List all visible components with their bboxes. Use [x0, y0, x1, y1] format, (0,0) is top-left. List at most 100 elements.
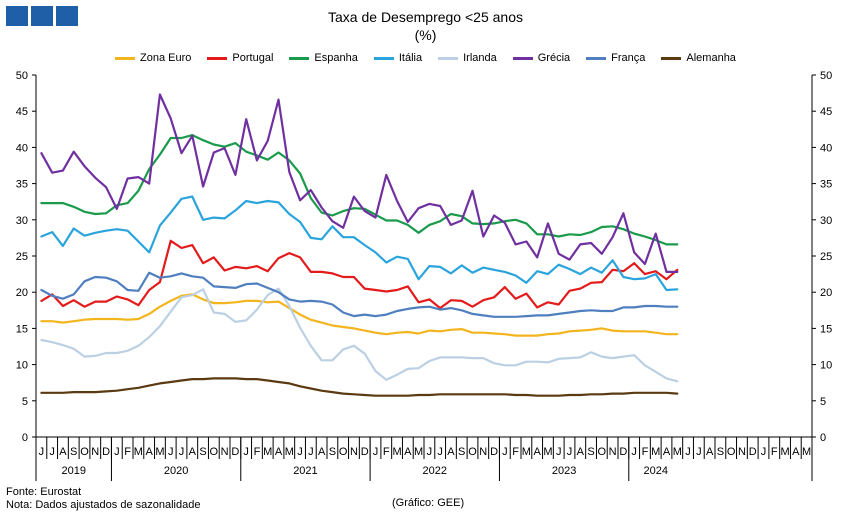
month-label: M [802, 446, 811, 458]
month-label: O [468, 446, 477, 458]
month-label: J [39, 446, 45, 458]
month-label: S [199, 446, 206, 458]
month-label: J [168, 446, 174, 458]
month-label: J [427, 446, 433, 458]
month-label: M [673, 446, 682, 458]
legend-item: Grécia [512, 52, 571, 64]
series-line-it-lia [40, 195, 679, 292]
month-label: S [329, 446, 336, 458]
series-line-fran-a [40, 271, 679, 318]
chart-subtitle: (%) [414, 27, 437, 43]
y-tick-label-right: 40 [820, 142, 832, 154]
legend-item: Espanha [289, 52, 358, 64]
month-label: J [49, 446, 55, 458]
y-tick-label-left: 10 [16, 360, 28, 372]
chart-credit: (Gráfico: GEE) [392, 497, 465, 509]
legend-label: Portugal [232, 52, 274, 64]
month-label: A [318, 446, 326, 458]
gee-logo [6, 6, 78, 26]
chart-title: Taxa de Desemprego <25 anos [328, 9, 523, 25]
month-label: A [59, 446, 67, 458]
series-line-gr-cia [40, 93, 679, 273]
month-label: F [642, 446, 649, 458]
month-label: M [522, 446, 531, 458]
y-tick-label-left: 50 [16, 70, 28, 82]
chart-title-block: Taxa de Desemprego <25 anos (%) [0, 8, 851, 44]
month-label: N [738, 446, 746, 458]
legend-swatch [289, 56, 310, 60]
source-note: Fonte: Eurostat [6, 486, 82, 498]
y-tick-label-left: 20 [16, 287, 28, 299]
series-line-portugal [40, 239, 679, 310]
month-label: D [361, 446, 369, 458]
year-label: 2023 [552, 465, 576, 477]
month-label: J [502, 446, 508, 458]
year-label: 2021 [293, 465, 317, 477]
month-label: F [771, 446, 778, 458]
legend-item: Portugal [207, 52, 273, 64]
month-label: S [458, 446, 465, 458]
month-label: A [447, 446, 455, 458]
month-label: M [392, 446, 401, 458]
month-label: D [102, 446, 110, 458]
y-tick-label-left: 0 [22, 432, 28, 444]
y-tick-label-right: 25 [820, 251, 832, 263]
month-label: N [609, 446, 617, 458]
legend-label: Espanha [314, 52, 358, 64]
y-tick-label-right: 10 [820, 360, 832, 372]
y-tick-label-right: 30 [820, 215, 832, 227]
month-label: A [706, 446, 714, 458]
month-label: J [685, 446, 691, 458]
month-label: F [383, 446, 390, 458]
legend: Zona Euro Portugal Espanha Itália Irlanda Gré… [0, 52, 851, 64]
month-label: O [598, 446, 607, 458]
month-label: O [339, 446, 348, 458]
legend-swatch [115, 56, 136, 60]
month-label: J [243, 446, 249, 458]
legend-swatch [661, 56, 682, 60]
legend-swatch [438, 56, 459, 60]
logo-block [31, 6, 53, 26]
month-label: D [231, 446, 239, 458]
y-tick-label-right: 5 [820, 396, 826, 408]
month-label: A [792, 446, 800, 458]
month-label: N [91, 446, 99, 458]
year-label: 2024 [643, 465, 667, 477]
month-label: O [210, 446, 219, 458]
series-line-espanha [40, 134, 679, 246]
legend-label: Itália [398, 52, 423, 64]
y-tick-label-right: 45 [820, 106, 832, 118]
series-line-irlanda [40, 287, 679, 383]
legend-item: França [586, 52, 645, 64]
month-label: A [145, 446, 153, 458]
y-tick-label-right: 0 [820, 432, 826, 444]
legend-swatch [207, 56, 228, 60]
month-label: S [70, 446, 77, 458]
year-label: 2020 [164, 465, 188, 477]
legend-item: Itália [373, 52, 423, 64]
month-label: O [80, 446, 89, 458]
adjustment-note: Nota: Dados ajustados de sazonalidade [6, 499, 201, 511]
month-label: F [512, 446, 519, 458]
year-label: 2022 [423, 465, 447, 477]
logo-block [56, 6, 78, 26]
month-label: J [437, 446, 443, 458]
month-label: J [567, 446, 573, 458]
month-label: J [114, 446, 120, 458]
legend-label: Irlanda [463, 52, 497, 64]
month-label: M [285, 446, 294, 458]
month-label: J [556, 446, 562, 458]
month-label: M [155, 446, 164, 458]
legend-label: Grécia [537, 52, 571, 64]
month-label: M [414, 446, 423, 458]
legend-swatch [373, 56, 394, 60]
y-tick-label-left: 35 [16, 179, 28, 191]
month-label: D [749, 446, 757, 458]
series-line-zona-euro [40, 293, 679, 337]
y-tick-label-left: 30 [16, 215, 28, 227]
legend-swatch [586, 56, 607, 60]
y-tick-label-left: 40 [16, 142, 28, 154]
month-label: N [221, 446, 229, 458]
month-label: J [179, 446, 185, 458]
month-label: D [619, 446, 627, 458]
